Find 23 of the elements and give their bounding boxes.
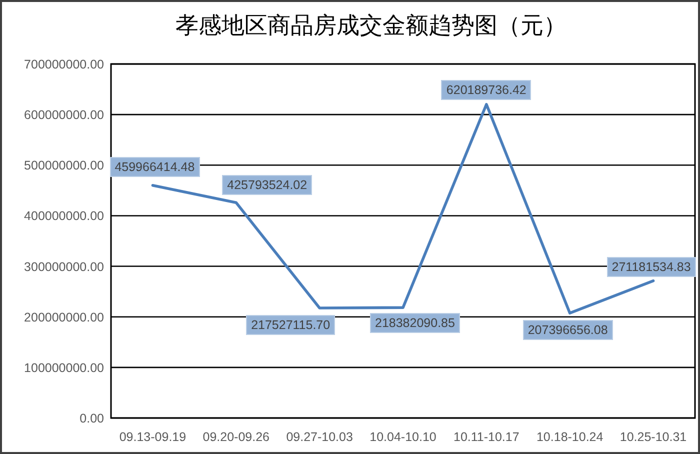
data-label: 218382090.85 [370, 312, 460, 333]
x-tick-label: 10.25-10.31 [620, 430, 687, 444]
y-tick-label: 0.00 [80, 412, 104, 426]
title: 孝感地区商品房成交金额趋势图（元） [176, 13, 566, 38]
y-tick-label: 700000000.00 [24, 58, 104, 72]
y-tick-label: 600000000.00 [24, 108, 104, 122]
data-label: 217527115.70 [246, 314, 336, 335]
x-tick-label: 10.18-10.24 [536, 430, 604, 444]
y-tick-label: 300000000.00 [24, 260, 104, 274]
y-tick-label: 400000000.00 [24, 209, 104, 224]
x-tick-label: 10.11-10.17 [454, 430, 520, 444]
x-tick-label: 09.27-10.03 [286, 430, 353, 444]
x-tick-label: 10.04-10.10 [370, 430, 436, 444]
data-label: 620189736.42 [441, 80, 532, 100]
data-label: 271181534.83 [606, 256, 696, 277]
data-label: 425793524.02 [222, 174, 312, 195]
data-label: 459966414.48 [110, 157, 200, 178]
x-tick-label: 09.13-09.19 [119, 430, 186, 444]
y-tick-label: 500000000.00 [24, 158, 104, 173]
y-tick-label: 100000000.00 [24, 360, 104, 375]
data-label: 207396656.08 [522, 320, 613, 340]
x-tick-label: 09.20-09.26 [202, 430, 270, 444]
y-tick-label: 200000000.00 [24, 310, 104, 324]
